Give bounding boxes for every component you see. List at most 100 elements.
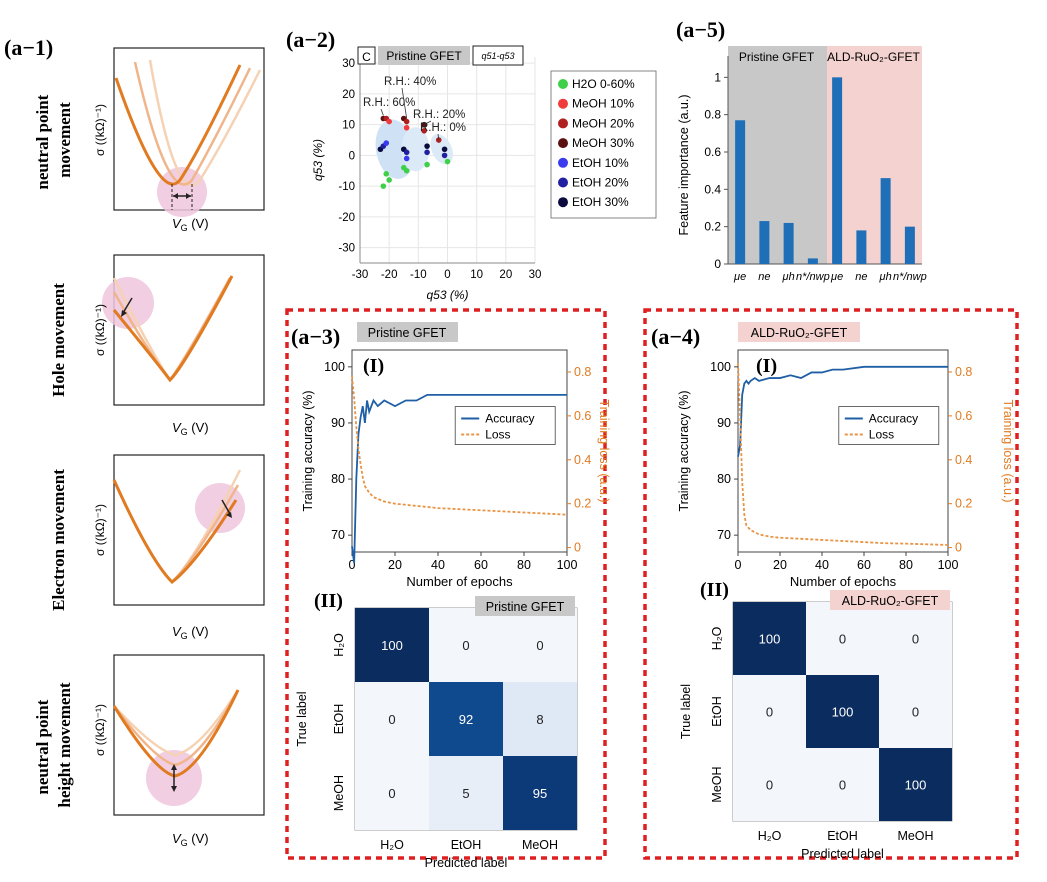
line-chart-a3: 0 20 40 60 80 100 70 80 90 100 0 0.2 0.4 0.6 0.8 Accura…: [301, 322, 611, 589]
data-point: [421, 127, 427, 134]
y2-tick-label: 0.6: [574, 409, 591, 423]
annotation-label: R.H.: 20%: [413, 109, 465, 121]
y-tick-label: -30: [338, 243, 355, 255]
col-label: H₂O: [758, 829, 782, 843]
side-title-1-line-1: neutral point: [33, 94, 52, 189]
arrow-line: [221, 499, 231, 515]
y-tick-label: 90: [717, 416, 731, 430]
x-tick-label: μh: [879, 271, 892, 283]
legend-label: H2O 0-60%: [572, 77, 635, 91]
svg-text:neutral point height mov: neutral point height movement: [33, 682, 74, 807]
xlabel-3: VG (V): [172, 624, 209, 641]
tag-label: Pristine GFET: [368, 326, 447, 340]
cell-value: 0: [912, 705, 919, 720]
scatter-chart-a2: R.H.: 60% R.H.: 40% R.H.: 20%R.H.: 0% -30 -2…: [311, 45, 657, 302]
tag-box: [738, 322, 860, 342]
legend-marker: [558, 157, 568, 168]
chart-title: Pristine GFET: [386, 49, 462, 63]
col-label: EtOH: [827, 829, 858, 843]
legend-label: MeOH 20%: [572, 116, 634, 130]
series-accuracy: [737, 365, 948, 457]
y-tick-label: -10: [338, 181, 355, 193]
y2-tick-label: 0: [574, 541, 581, 555]
bar: [759, 221, 770, 264]
xlabel-1: VG (V): [172, 216, 209, 233]
dashed-box-a4: [643, 308, 1019, 860]
data-point: [403, 124, 410, 131]
matrix-cell: [733, 602, 806, 675]
curve-light: [113, 689, 240, 767]
y-axis-label: Training accuracy (%): [301, 390, 315, 511]
side-title-4-line-2: height movement: [55, 682, 74, 807]
x-tick-label: μe: [830, 271, 843, 283]
curve-main: [112, 689, 240, 778]
matrix-cell: [806, 602, 879, 675]
row-label: EtOH: [710, 696, 724, 727]
cell-value: 0: [536, 638, 543, 653]
cell-value: 0: [839, 778, 846, 793]
y-tick-label: 30: [342, 58, 355, 70]
row-label: MeOH: [710, 766, 724, 802]
y-tick-label: 100: [710, 360, 731, 374]
y-tick-label: 80: [717, 472, 731, 486]
y-tick-label: 90: [331, 416, 345, 430]
row-label: H₂O: [710, 626, 724, 650]
annotation-label: R.H.: 40%: [384, 76, 436, 88]
side-title-4: neutral point height movement: [33, 682, 74, 807]
xlabel-3-unit: (V): [188, 624, 209, 639]
x-tick-label: ne: [758, 271, 770, 283]
annotation-leader: [437, 133, 440, 141]
legend-label: Loss: [869, 428, 894, 442]
y-tick-label: 80: [331, 472, 345, 486]
legend-frame: [550, 70, 657, 219]
x-tick-label: -30: [352, 269, 369, 281]
plot-frame: [351, 349, 568, 553]
y-axis-label: True label: [295, 691, 309, 746]
x-tick-label: 40: [431, 558, 445, 572]
cell-value: 100: [759, 632, 781, 647]
y-axis-label: Feature importance (a.u.): [677, 94, 691, 235]
y-tick-label: 0: [714, 257, 721, 271]
row-label: MeOH: [332, 775, 346, 811]
bar-chart-a5: Pristine GFET ALD-RuO₂-GFET 0 0.2 0.4 0.6 0.8 1…: [677, 46, 927, 283]
annotation-leader: [401, 87, 408, 119]
title-box: [378, 46, 470, 65]
col-label: MeOH: [897, 829, 933, 843]
series-loss: [737, 363, 949, 546]
data-point: [444, 158, 451, 165]
row-label: EtOH: [332, 704, 346, 735]
side-title-1: neutral point movement: [33, 94, 74, 189]
x-tick-label: 80: [899, 558, 913, 572]
side-title-3: Electron movement: [49, 469, 68, 611]
x-tick-label: 60: [474, 558, 488, 572]
y2-axis-label: Training loss (a.u.): [1001, 399, 1015, 502]
panel-label-a5: (a−5): [676, 17, 725, 42]
data-point: [403, 155, 410, 162]
arrow-head-down: [171, 786, 177, 792]
panel-label-a4: (a−4): [651, 324, 700, 349]
x-tick-label: 40: [815, 558, 829, 572]
series-accuracy: [351, 393, 567, 564]
y-axis-label: True label: [679, 684, 693, 739]
y2-tick-label: 0.4: [955, 453, 972, 467]
xlabel-2: VG (V): [172, 420, 209, 437]
arrow-head: [121, 310, 127, 317]
side-title-4-line-1: neutral point: [33, 699, 52, 794]
matrix-cell: [503, 756, 577, 830]
cell-value: 0: [766, 778, 773, 793]
legend-marker: [558, 177, 568, 188]
cell-value: 100: [832, 705, 854, 720]
matrix-cell: [429, 682, 503, 756]
data-point: [424, 143, 430, 149]
badge-box: [357, 46, 376, 65]
schematic-neutral-point: σ ((kΩ)⁻¹) VG (V): [93, 47, 265, 233]
matrix-cell: [429, 608, 503, 682]
data-point: [383, 171, 390, 177]
side-title-1-line-2: movement: [55, 102, 74, 178]
xlabel-4-unit: (V): [188, 831, 209, 846]
line-chart-a4: 0 20 40 60 80 100 70 80 90 100 0 0.2 0.4 0.6 0.8 Accura…: [677, 322, 1015, 589]
dashed-box-a3: [285, 308, 607, 860]
x-axis-label: Predicted label: [425, 856, 508, 870]
legend-label: MeOH 30%: [572, 136, 634, 150]
